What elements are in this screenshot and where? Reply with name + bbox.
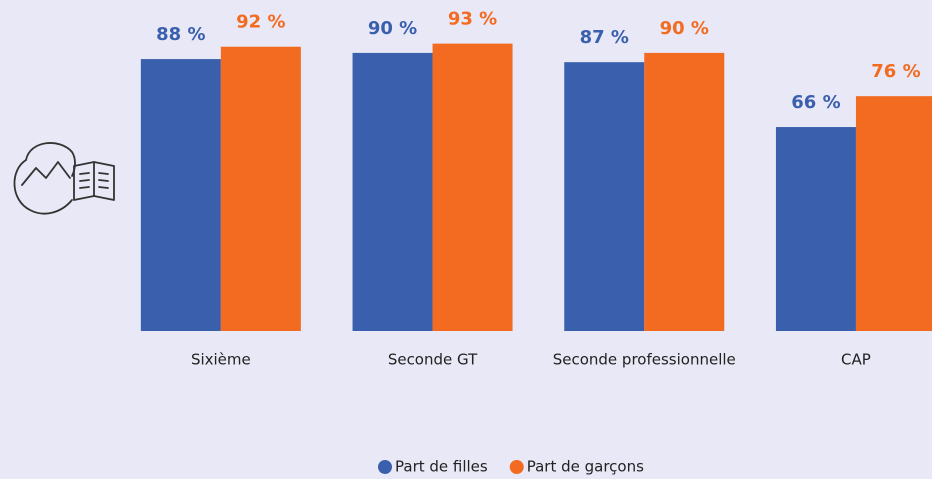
- value-label: 90 %: [368, 18, 417, 39]
- bar: [644, 52, 725, 332]
- value-label: 66 %: [791, 92, 840, 113]
- bar: [432, 43, 513, 331]
- legend-swatch: [378, 460, 392, 474]
- legend-swatch: [509, 460, 524, 474]
- x-tick-label: Seconde GT: [388, 351, 478, 369]
- icon: [13, 142, 115, 215]
- value-label: 90 %: [660, 18, 709, 39]
- bar: [855, 96, 932, 331]
- bar: [352, 52, 433, 332]
- x-tick-label: Sixième: [191, 351, 251, 369]
- bar: [564, 62, 645, 332]
- value-label: 88 %: [156, 24, 205, 45]
- x-tick-label: Seconde professionnelle: [553, 351, 736, 369]
- bar: [220, 46, 301, 331]
- bar: [775, 127, 856, 331]
- value-label: 93 %: [448, 9, 497, 30]
- value-label: 87 %: [580, 27, 629, 48]
- value-label: 92 %: [236, 12, 285, 33]
- legend-label: Part de garçons: [527, 458, 644, 476]
- value-label: 76 %: [871, 61, 920, 82]
- bar: [140, 59, 221, 332]
- x-tick-label: CAP: [841, 351, 871, 369]
- legend-label: Part de filles: [395, 458, 488, 476]
